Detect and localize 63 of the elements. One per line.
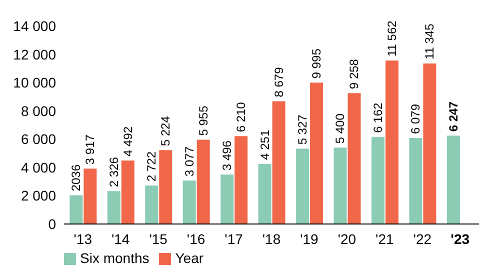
y-tick-label: 2 000 — [20, 188, 56, 204]
bar — [121, 160, 134, 224]
data-label: 6 079 — [408, 104, 423, 134]
x-tick-label: '23 — [450, 231, 470, 247]
x-tick-label: '22 — [413, 231, 432, 247]
bar — [182, 180, 196, 224]
x-tick-label: '16 — [186, 231, 206, 247]
bar — [348, 93, 361, 224]
bar — [272, 101, 286, 224]
y-tick-label: 8 000 — [20, 102, 56, 119]
bar — [196, 140, 210, 224]
bar — [107, 191, 120, 224]
data-label: 8 679 — [272, 66, 286, 98]
data-label: 2 326 — [106, 156, 121, 188]
data-label: 2 722 — [144, 151, 159, 182]
data-label: 5 327 — [296, 114, 310, 145]
x-tick-label: '15 — [149, 231, 168, 247]
data-label: 5 224 — [158, 116, 173, 146]
y-tick-label: 14 000 — [13, 18, 56, 34]
data-label: 9 995 — [310, 48, 324, 79]
bar — [385, 60, 398, 224]
y-tick-label: 12 000 — [13, 46, 56, 62]
data-label: 6 247 — [446, 101, 460, 132]
data-label: 3 496 — [220, 140, 234, 171]
x-tick-label: '18 — [262, 231, 281, 247]
data-label: 2036 — [69, 164, 84, 192]
data-label: 6 210 — [234, 102, 248, 132]
x-tick-label: '19 — [300, 231, 319, 247]
bar — [409, 138, 422, 224]
bar — [234, 136, 248, 224]
legend-label: Year — [175, 250, 204, 266]
bar — [258, 164, 272, 224]
y-tick-label: 0 — [48, 216, 56, 232]
x-tick-label: '17 — [224, 231, 244, 247]
bar — [296, 148, 310, 224]
y-tick-label: 10 000 — [13, 74, 56, 91]
data-label: 4 251 — [258, 130, 272, 160]
data-label: 5 955 — [196, 105, 210, 136]
bar — [334, 148, 347, 224]
bar — [310, 82, 324, 224]
bar — [70, 195, 83, 224]
legend-label: Six months — [80, 250, 150, 266]
y-tick-label: 6 000 — [20, 131, 56, 148]
bar — [371, 136, 384, 224]
x-tick-label: '21 — [376, 231, 394, 247]
data-label: 4 492 — [120, 126, 135, 156]
bar — [159, 150, 172, 224]
data-label: 11 345 — [422, 23, 437, 60]
data-label: 3 917 — [83, 134, 98, 165]
bar — [423, 64, 436, 224]
bar — [84, 168, 97, 224]
bar — [446, 136, 460, 224]
data-label: 9 258 — [347, 58, 362, 90]
bar — [145, 186, 158, 224]
data-label: 6 162 — [370, 102, 385, 133]
x-tick-label: '14 — [111, 231, 130, 247]
data-label: 3 077 — [182, 146, 196, 176]
data-label: 5 400 — [333, 113, 348, 144]
data-label: 11 562 — [384, 20, 399, 56]
bar — [220, 174, 234, 224]
x-tick-label: '20 — [338, 231, 356, 247]
y-tick-label: 4 000 — [20, 159, 56, 176]
x-tick-label: '13 — [74, 231, 92, 247]
